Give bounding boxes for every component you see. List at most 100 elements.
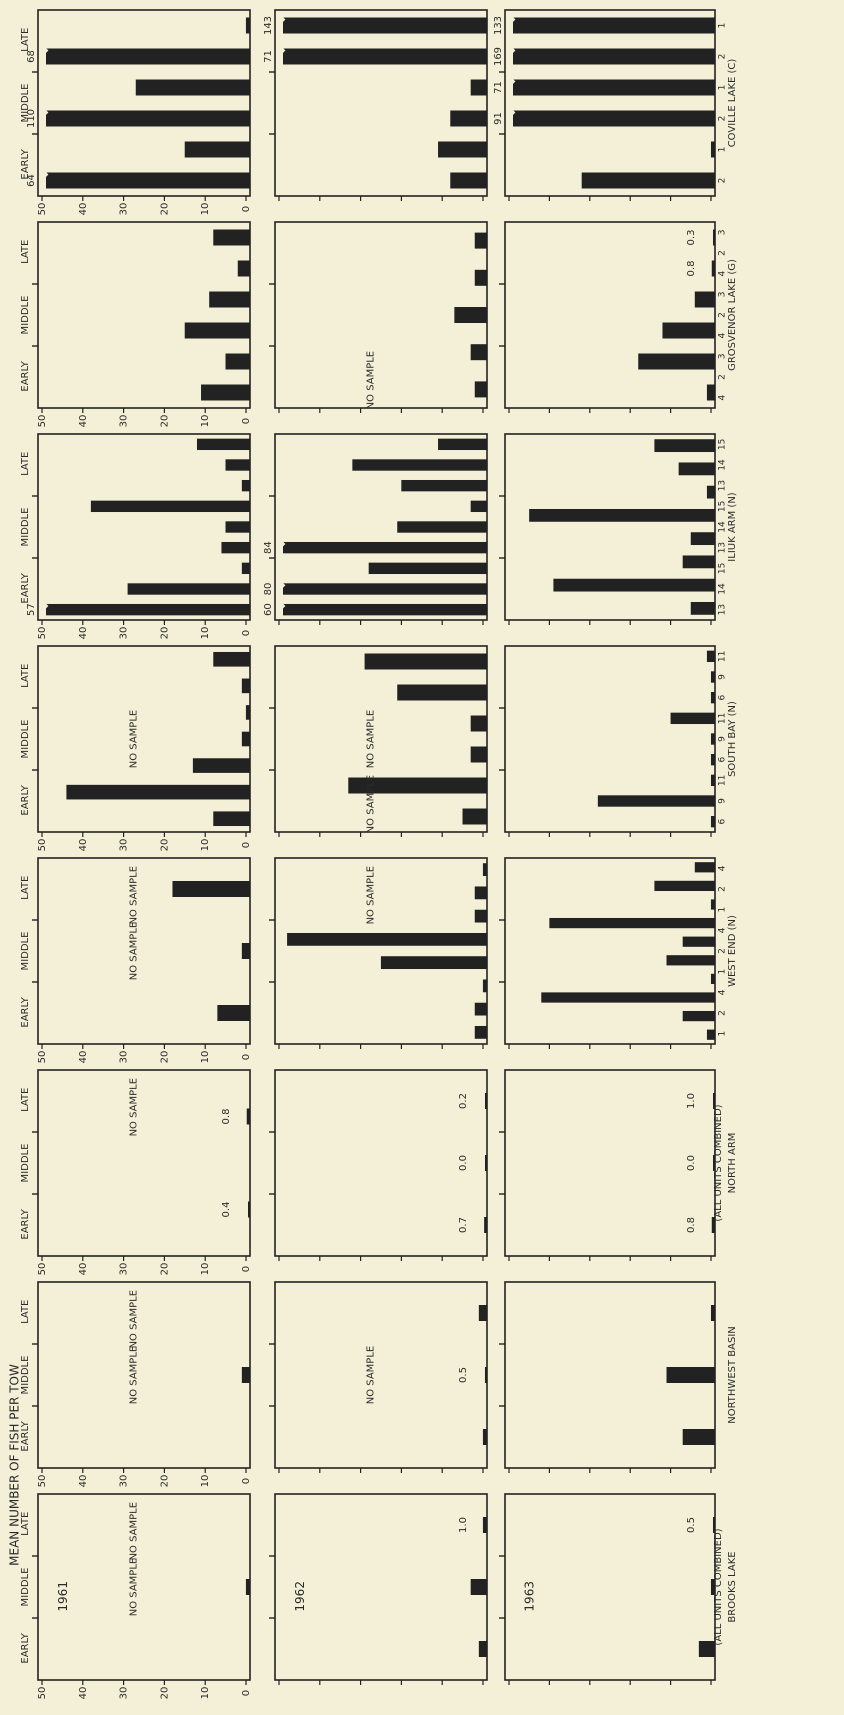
period-labels-1: EARLY MIDDLE LATE xyxy=(20,240,31,392)
period-label-middle: MIDDLE xyxy=(20,84,31,123)
period-label-late: LATE xyxy=(20,28,31,52)
panel-frame xyxy=(274,857,488,1045)
location-sublabel: (ALL UNITS COMBINED) xyxy=(713,1104,724,1221)
panel-3-1963 xyxy=(499,645,716,837)
bar xyxy=(184,141,250,158)
period-label-early: EARLY xyxy=(20,784,31,815)
period-label-late: LATE xyxy=(20,664,31,688)
period-label-middle: MIDDLE xyxy=(20,508,31,547)
bar xyxy=(706,650,715,663)
bar xyxy=(450,110,487,127)
axis-break-mark xyxy=(279,45,286,56)
bar-break-label: 169 xyxy=(493,47,504,66)
bar-value-label: 0.8 xyxy=(686,261,697,277)
bar-break-label: 80 xyxy=(263,583,274,596)
unit-label: 3 xyxy=(718,229,728,235)
bar xyxy=(474,381,487,398)
unit-label: 2 xyxy=(718,116,728,122)
bar xyxy=(245,1579,250,1595)
unit-label: 11 xyxy=(718,775,728,786)
panel-6-1962: 0.5 NO SAMPLE xyxy=(269,1281,488,1473)
unit-label: 6 xyxy=(718,819,728,825)
unit-label: 2 xyxy=(718,1010,728,1016)
bar xyxy=(482,979,487,993)
bar xyxy=(401,479,487,492)
unit-label: 9 xyxy=(718,736,728,742)
panel-frame xyxy=(274,1281,488,1469)
panel-3-1961: NO SAMPLE xyxy=(32,645,251,837)
y-tick-label: 0 xyxy=(241,1690,252,1696)
y-tick-label: 10 xyxy=(200,1687,211,1700)
bar xyxy=(380,956,487,970)
bar xyxy=(397,521,487,533)
y-tick-label: 30 xyxy=(119,1687,130,1700)
bar xyxy=(694,291,715,308)
bar-break-label: 60 xyxy=(263,603,274,616)
no-sample-label: NO SAMPLE xyxy=(128,1290,139,1348)
location-label: SOUTH BAY (N) xyxy=(727,701,738,777)
bar xyxy=(706,485,715,499)
bar xyxy=(450,172,487,189)
axis-break-mark xyxy=(279,539,286,549)
unit-label: 14 xyxy=(718,459,728,471)
bar xyxy=(710,691,715,704)
bar-break-label: 71 xyxy=(263,50,274,63)
bar xyxy=(682,936,715,947)
period-labels-4: EARLY MIDDLE LATE xyxy=(20,876,31,1028)
bar xyxy=(470,344,487,361)
y-tick-label: 50 xyxy=(37,1475,48,1488)
unit-label: 2 xyxy=(718,178,728,184)
bar xyxy=(485,1155,487,1171)
unit-label: 2 xyxy=(718,250,728,256)
period-label-early: EARLY xyxy=(20,1632,31,1663)
period-label-early: EARLY xyxy=(20,996,31,1027)
bar xyxy=(710,774,715,787)
y-tick-label: 40 xyxy=(78,627,89,640)
y-tick-label: 30 xyxy=(119,1263,130,1276)
bar xyxy=(682,1429,715,1445)
bar xyxy=(364,653,487,670)
bar xyxy=(213,229,250,246)
y-tick-label: 10 xyxy=(200,1263,211,1276)
unit-label: 1 xyxy=(718,907,728,913)
panel-0-1962: 143 71 xyxy=(263,9,488,201)
unit-label: 15 xyxy=(718,563,728,574)
bar xyxy=(711,260,715,277)
bar-break-label: 71 xyxy=(493,81,504,94)
bar xyxy=(470,500,487,513)
y-tick-label: 30 xyxy=(119,1475,130,1488)
bar xyxy=(241,1367,250,1383)
axis-break-mark xyxy=(279,580,286,591)
bar xyxy=(710,671,715,683)
no-sample-label: NO SAMPLE xyxy=(128,866,139,924)
axis-break-mark xyxy=(42,169,49,180)
panel-2-1962: 84 80 60 xyxy=(263,433,488,625)
period-label-early: EARLY xyxy=(20,148,31,179)
unit-label: 4 xyxy=(718,395,728,401)
location-label: WEST END (N) xyxy=(727,915,738,987)
panel-frame xyxy=(37,1069,251,1257)
no-sample-label: NO SAMPLE xyxy=(365,1346,376,1404)
panel-4-1962: NO SAMPLE xyxy=(269,857,488,1049)
bar-break-label: 110 xyxy=(26,109,37,128)
y-tick-label: 20 xyxy=(159,839,170,852)
bar xyxy=(46,172,250,189)
unit-label: 13 xyxy=(718,480,728,491)
unit-label: 14 xyxy=(718,583,728,595)
panel-7-1962: 1.0 xyxy=(269,1493,488,1685)
bar xyxy=(225,353,250,370)
bar xyxy=(478,1641,487,1657)
year-label-1961: 1961 xyxy=(56,1581,70,1612)
bar xyxy=(172,881,250,897)
unit-label: 1 xyxy=(718,1031,728,1037)
y-tick-label: 0 xyxy=(241,1266,252,1272)
bar xyxy=(666,1367,715,1383)
bar xyxy=(710,1305,715,1321)
period-label-late: LATE xyxy=(20,876,31,900)
panel-2-1961: 57 xyxy=(26,433,251,625)
y-tick-label: 20 xyxy=(159,203,170,216)
bar xyxy=(66,784,251,800)
panel-frame xyxy=(504,1069,716,1257)
y-tick-label: 50 xyxy=(37,1687,48,1700)
y-tick-label: 50 xyxy=(37,1051,48,1064)
